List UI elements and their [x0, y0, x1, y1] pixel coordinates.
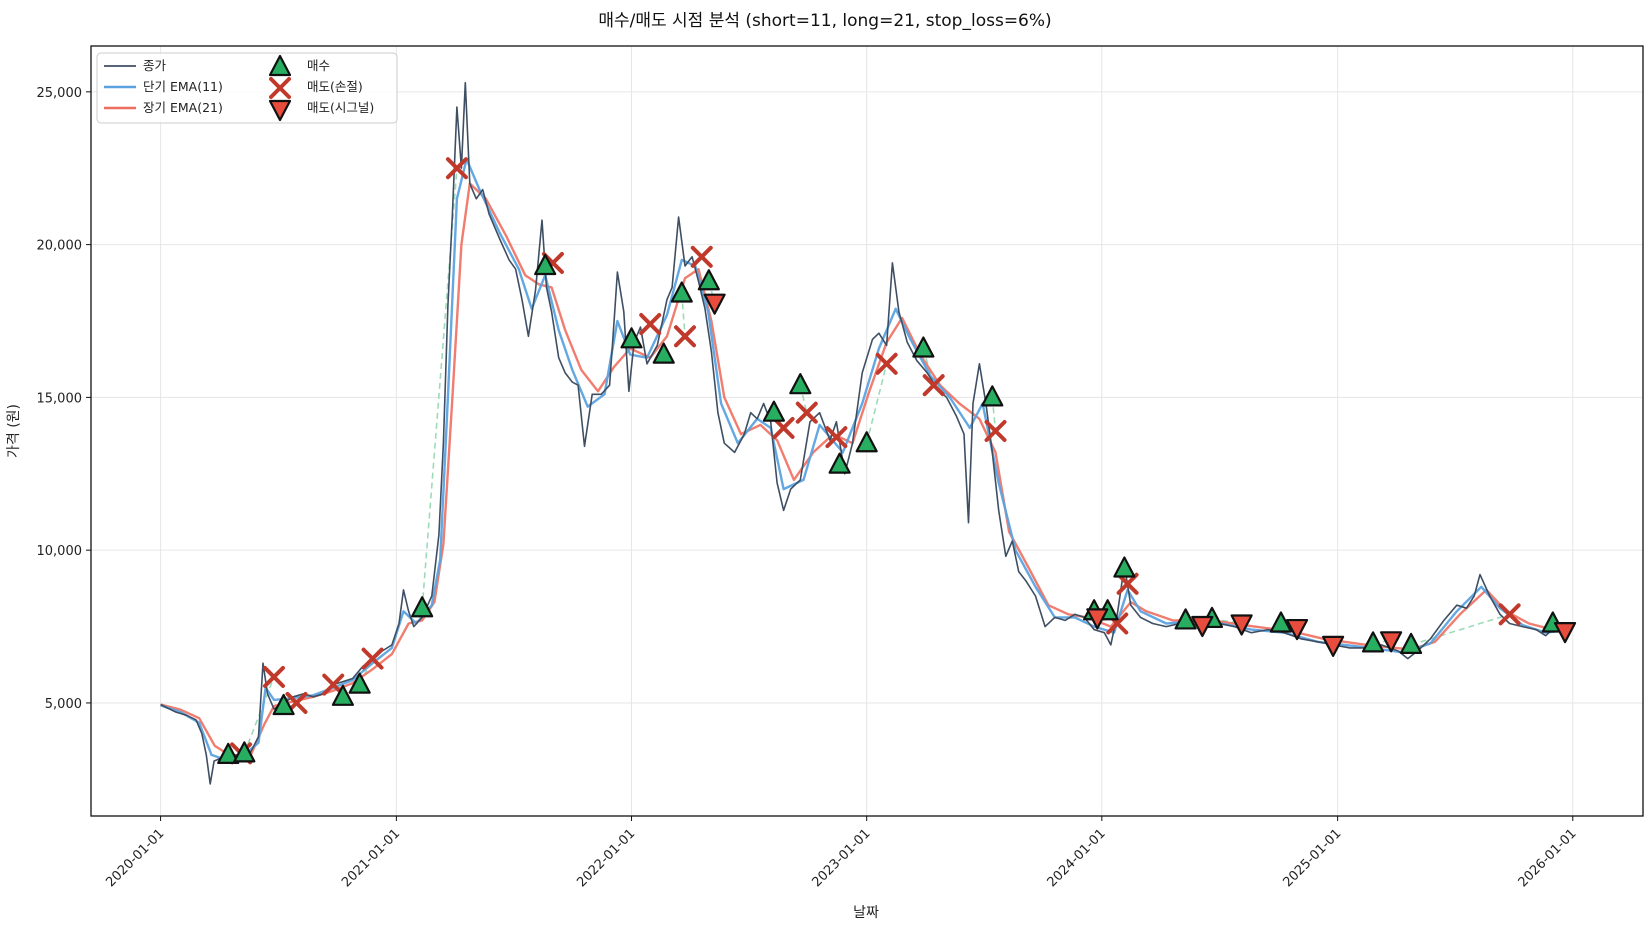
stop-loss-sell-marker	[361, 647, 384, 670]
buy-marker	[534, 253, 557, 276]
x-tick-label: 2026-01-01	[1516, 826, 1580, 890]
buy-marker	[828, 452, 851, 474]
signal-sell-marker	[1191, 615, 1214, 638]
signal-sell-marker	[1379, 631, 1403, 653]
trade-connector	[1410, 613, 1510, 646]
signal-sell-marker	[703, 293, 726, 315]
legend-label-buy: 매수	[307, 58, 330, 73]
buy-marker	[620, 327, 643, 349]
chart-title: 매수/매도 시점 분석 (short=11, long=21, stop_los…	[598, 11, 1051, 31]
stop-loss-sell-marker	[875, 352, 898, 375]
legend-label-ema-long: 장기 EMA(21)	[143, 100, 223, 115]
buy-marker	[1399, 632, 1423, 654]
legend-buy-triangle	[268, 54, 292, 77]
legend: 종가 단기 EMA(11) 장기 EMA(21) 매수 매도(손절) 매도(시그…	[96, 52, 398, 124]
x-tick-label: 2021-01-01	[339, 826, 403, 890]
stop-loss-sell-marker	[262, 665, 285, 688]
buy-marker	[348, 672, 371, 694]
x-axis-title: 날짜	[853, 905, 879, 921]
buy-marker	[912, 336, 935, 358]
trade-connector	[680, 293, 686, 337]
stop-loss-sell-marker	[1116, 572, 1139, 595]
stop-loss-sell-marker	[825, 426, 848, 449]
stop-loss-sell-marker	[922, 374, 945, 397]
legend-label-sell-signal: 매도(시그널)	[307, 100, 374, 115]
buy-marker	[1269, 611, 1293, 633]
buy-marker	[762, 400, 786, 422]
legend-label-close: 종가	[143, 58, 167, 73]
x-tick-label: 2022-01-01	[574, 826, 638, 890]
stop-loss-sell-marker	[690, 245, 713, 268]
buy-marker	[217, 742, 240, 764]
buy-marker	[697, 269, 720, 291]
x-tick-label: 2024-01-01	[1045, 826, 1109, 890]
stop-loss-sell-marker	[984, 420, 1007, 442]
legend-label-ema-short: 단기 EMA(11)	[143, 79, 223, 94]
signal-sell-marker	[1230, 614, 1253, 636]
x-tick-label: 2023-01-01	[809, 826, 873, 890]
x-tick-label: 2020-01-01	[103, 826, 167, 890]
buy-marker	[1361, 631, 1385, 653]
legend-sell-signal-triangle	[268, 99, 292, 122]
y-tick-label: 25,000	[37, 86, 83, 101]
buy-marker	[331, 684, 355, 706]
legend-stop-loss-cross	[269, 77, 291, 99]
signal-sell-marker	[1285, 618, 1309, 641]
buy-marker	[1113, 556, 1136, 578]
stop-loss-sell-marker	[639, 313, 662, 336]
buy-marker	[411, 596, 434, 618]
legend-stop-loss-marker	[269, 77, 291, 99]
buy-marker	[1174, 608, 1197, 630]
trade-markers	[217, 157, 1577, 765]
y-tick-label: 20,000	[37, 239, 83, 254]
trade-connector	[421, 168, 458, 609]
y-tick-label: 5,000	[45, 697, 82, 712]
legend-box	[96, 52, 398, 124]
stop-loss-sell-marker	[1498, 603, 1521, 626]
y-axis-title: 가격 (원)	[6, 404, 22, 458]
signal-sell-marker	[1322, 635, 1345, 657]
stop-loss-sell-marker	[673, 325, 696, 348]
buy-marker	[652, 342, 675, 364]
buy-marker	[789, 373, 812, 395]
buy-marker	[981, 385, 1004, 407]
legend-sell-signal-marker	[268, 99, 292, 122]
buy-marker	[272, 693, 295, 716]
legend-label-stop-loss: 매도(손절)	[307, 79, 363, 94]
buy-marker	[233, 741, 256, 763]
stop-loss-sell-marker	[795, 401, 818, 424]
stop-loss-sell-marker	[445, 157, 468, 180]
legend-buy-marker	[268, 54, 292, 77]
trade-connector	[865, 363, 888, 444]
buy-marker	[670, 281, 693, 303]
y-tick-label: 15,000	[37, 391, 83, 406]
x-tick-label: 2025-01-01	[1280, 826, 1344, 890]
signal-sell-marker	[1553, 622, 1577, 644]
signal-sell-marker	[1086, 608, 1109, 630]
stop-loss-sell-marker	[772, 416, 795, 439]
buy-marker	[855, 431, 878, 453]
y-tick-label: 10,000	[37, 544, 83, 559]
